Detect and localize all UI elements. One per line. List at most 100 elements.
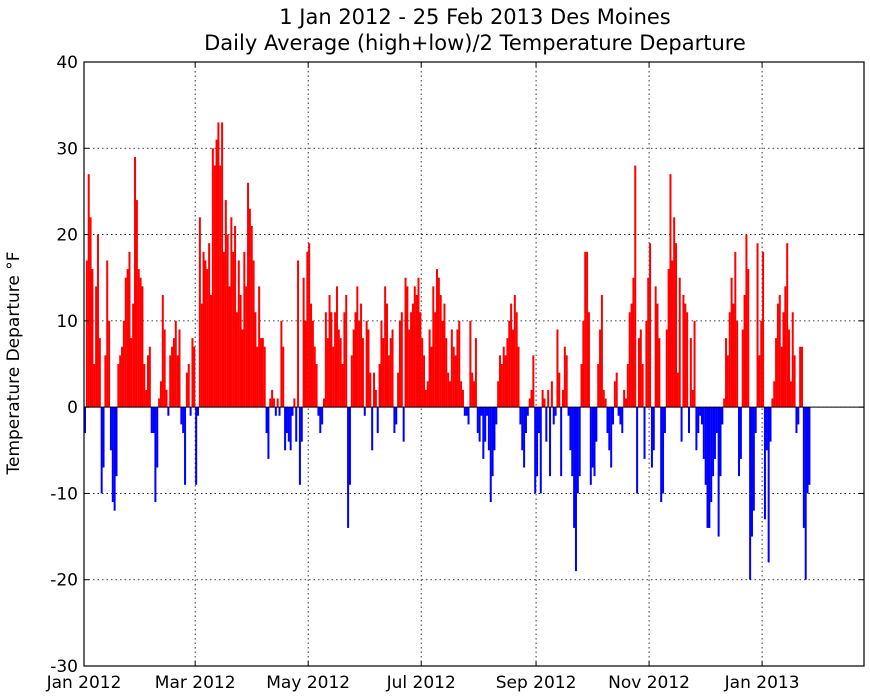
- temperature-bar: [626, 364, 629, 408]
- temperature-bar: [691, 389, 694, 408]
- temperature-bar: [604, 398, 607, 408]
- temperature-bar: [471, 372, 474, 408]
- temperature-bar: [747, 269, 750, 408]
- temperature-bar: [675, 243, 678, 408]
- temperature-bar: [665, 329, 668, 408]
- temperature-bar: [447, 372, 450, 408]
- temperature-bar: [335, 286, 338, 408]
- temperature-bar: [260, 338, 263, 408]
- temperature-bar: [402, 407, 405, 442]
- y-tick-label: 0: [67, 398, 78, 418]
- temperature-bar: [189, 407, 192, 416]
- temperature-bar: [484, 407, 487, 442]
- temperature-bar: [261, 338, 264, 408]
- temperature-bar: [571, 407, 574, 477]
- temperature-bar: [208, 243, 211, 408]
- temperature-bar: [361, 338, 364, 408]
- temperature-bar: [652, 407, 655, 451]
- temperature-bar: [200, 303, 203, 408]
- temperature-bar: [304, 320, 307, 408]
- axis-ticks: -30 -20 -10 0 10 20 30 40 Jan 2012 Mar 2012 May 20…: [46, 53, 864, 693]
- temperature-bar: [489, 407, 492, 503]
- temperature-bar: [428, 329, 431, 408]
- temperature-bar: [87, 174, 90, 408]
- temperature-bar: [154, 407, 157, 503]
- temperature-bar: [721, 407, 724, 425]
- temperature-bar: [476, 407, 479, 434]
- temperature-bar: [693, 320, 696, 408]
- temperature-bar: [193, 346, 196, 408]
- temperature-bar: [697, 407, 700, 434]
- temperature-bar: [180, 407, 183, 425]
- temperature-bar: [109, 407, 112, 451]
- temperature-bar: [124, 277, 127, 408]
- temperature-bar: [736, 320, 739, 408]
- temperature-bar: [89, 217, 92, 408]
- temperature-bar: [389, 338, 392, 408]
- temperature-bar: [439, 294, 442, 408]
- temperature-bar: [600, 294, 603, 408]
- temperature-bar: [639, 329, 642, 408]
- temperature-bar: [495, 407, 498, 425]
- temperature-bar: [413, 286, 416, 408]
- temperature-bar: [695, 407, 698, 451]
- y-tick-label: 40: [56, 53, 78, 73]
- temperature-bar: [728, 312, 731, 408]
- temperature-bar: [673, 217, 676, 408]
- temperature-bar: [163, 329, 166, 408]
- temperature-bar: [537, 407, 540, 434]
- temperature-bar: [278, 407, 281, 416]
- temperature-bar: [315, 364, 318, 408]
- x-tick-label: Nov 2012: [608, 673, 690, 693]
- temperature-bar: [641, 364, 644, 408]
- temperature-bar: [209, 294, 212, 408]
- temperature-bar: [241, 329, 244, 408]
- x-tick-label: Sep 2012: [496, 673, 577, 693]
- temperature-bar: [552, 407, 555, 425]
- temperature-bar: [556, 329, 559, 408]
- temperature-bar: [328, 294, 331, 408]
- temperature-bar: [187, 364, 190, 408]
- temperature-bar: [132, 303, 135, 408]
- temperature-bar: [725, 338, 728, 408]
- temperature-bar: [532, 355, 535, 408]
- temperature-bar: [784, 286, 787, 408]
- temperature-bar: [211, 148, 214, 408]
- temperature-bar: [350, 355, 353, 408]
- temperature-bar: [582, 320, 585, 408]
- temperature-bar: [458, 320, 461, 408]
- temperature-bar: [469, 320, 472, 408]
- temperature-bar: [367, 329, 370, 408]
- y-tick-label: 20: [56, 226, 78, 246]
- temperature-bar: [578, 407, 581, 477]
- temperature-bar: [247, 182, 250, 408]
- temperature-bar: [276, 398, 279, 408]
- temperature-bar: [658, 338, 661, 408]
- temperature-bar: [500, 364, 503, 408]
- temperature-bar: [330, 312, 333, 408]
- temperature-bar: [487, 407, 490, 451]
- temperature-bar: [704, 407, 707, 485]
- temperature-bar: [219, 165, 222, 408]
- temperature-bar: [610, 407, 613, 468]
- temperature-bar: [176, 355, 179, 408]
- temperature-bar: [258, 286, 261, 408]
- temperature-bar: [660, 407, 663, 503]
- temperature-bar: [643, 407, 646, 459]
- temperature-bar: [406, 286, 409, 408]
- temperature-bar: [387, 355, 390, 408]
- temperature-bar: [397, 372, 400, 408]
- temperature-bar: [713, 407, 716, 459]
- temperature-bar: [291, 407, 294, 416]
- temperature-bar: [608, 407, 611, 451]
- temperature-bar: [191, 338, 194, 408]
- temperature-bar: [337, 329, 340, 408]
- y-tick-label: -30: [50, 657, 78, 677]
- temperature-bar: [130, 338, 133, 408]
- temperature-bar: [295, 407, 298, 442]
- temperature-bar: [423, 355, 426, 408]
- temperature-bar: [788, 329, 791, 408]
- temperature-bar: [265, 407, 268, 434]
- temperature-bar: [139, 277, 142, 408]
